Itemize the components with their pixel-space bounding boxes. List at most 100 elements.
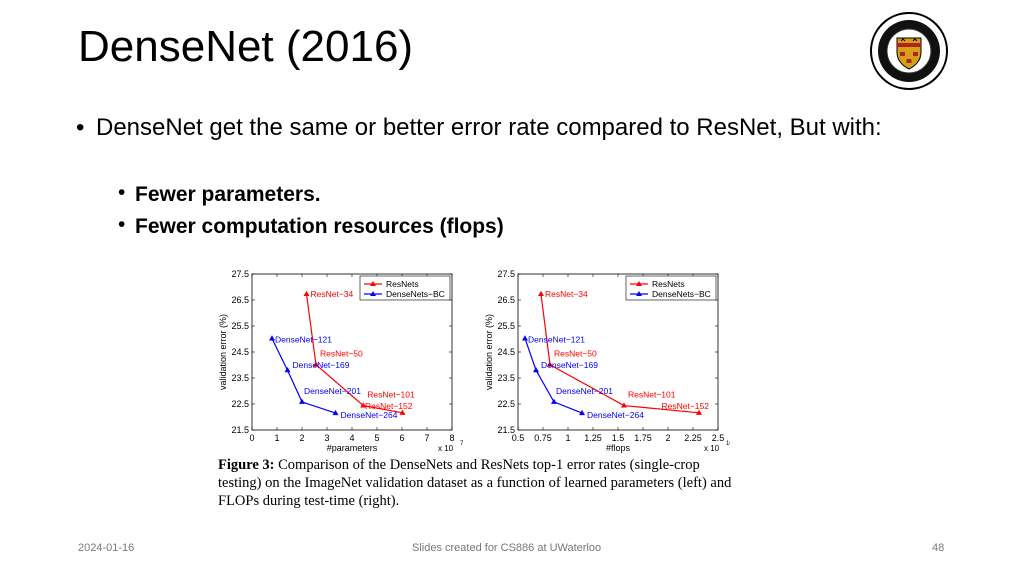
x-tick-label: 5	[374, 433, 379, 443]
page-number: 48	[932, 542, 945, 554]
y-tick-label: 26.5	[497, 295, 515, 305]
footer-date: 2024-01-16	[78, 542, 135, 554]
point-label: ResNet−152	[662, 401, 710, 411]
data-point	[522, 335, 528, 341]
data-point	[313, 361, 319, 367]
sub-bullet-text: Fewer computation resources (flops)	[135, 215, 504, 238]
y-tick-label: 24.5	[497, 347, 515, 357]
series-line	[540, 293, 700, 414]
x-tick-label: 3	[324, 433, 329, 443]
caption-text: Comparison of the DenseNets and ResNets …	[218, 457, 732, 509]
bullet-dot-icon: •	[76, 114, 85, 141]
university-logo	[870, 12, 948, 90]
legend-marker	[370, 281, 376, 286]
x-axis-label: #flops	[606, 443, 631, 453]
x-tick-label: 1.25	[584, 433, 602, 443]
caption-label: Figure 3:	[218, 457, 275, 473]
series-line	[271, 338, 336, 414]
x-tick-label: 2.5	[712, 433, 725, 443]
legend-marker	[636, 281, 642, 286]
footer-center: Slides created for CS886 at UWaterloo	[412, 542, 602, 554]
x-tick-label: 1.75	[634, 433, 652, 443]
figure-caption: Figure 3: Comparison of the DenseNets an…	[218, 456, 738, 510]
point-label: ResNet−101	[367, 390, 415, 400]
chart-flops: 21.522.523.524.525.526.527.50.5 0.75 1 1.25…	[484, 269, 730, 453]
legend-label: ResNets	[652, 279, 685, 289]
legend-marker	[636, 291, 642, 296]
x-exponent-label: x 10	[438, 444, 454, 453]
point-label: DenseNet−264	[341, 410, 398, 420]
point-label: ResNet−34	[311, 289, 354, 299]
data-point	[284, 367, 291, 373]
legend-label: DenseNets−BC	[386, 289, 445, 299]
chart-parameters: 21.522.523.524.525.526.527.50 1 2 3 4 5 6 7 8#pa…	[218, 269, 464, 453]
x-tick-label: 1	[565, 433, 570, 443]
data-point	[533, 367, 539, 373]
x-tick-label: 1.5	[612, 433, 625, 443]
y-axis-label: validation error (%)	[484, 314, 494, 390]
data-point	[299, 398, 305, 404]
bullet-dot-icon: •	[118, 181, 126, 204]
legend-label: DenseNets−BC	[652, 289, 711, 299]
legend-marker	[370, 291, 376, 296]
point-label: DenseNet−201	[304, 386, 361, 396]
point-label: ResNet−152	[365, 401, 413, 411]
bullet-dot-icon: •	[118, 213, 126, 236]
slide-title: DenseNet (2016)	[78, 22, 414, 71]
point-label: DenseNet−264	[587, 410, 644, 420]
x-tick-label: 2	[665, 433, 670, 443]
y-tick-label: 22.5	[231, 399, 249, 409]
x-tick-label: 8	[449, 433, 454, 443]
x-tick-label: 0	[249, 433, 254, 443]
x-axis-label: #parameters	[327, 443, 378, 453]
y-tick-label: 27.5	[231, 269, 249, 279]
x-tick-label: 0.75	[534, 433, 552, 443]
point-label: ResNet−50	[554, 349, 597, 359]
x-exponent-power: 10	[726, 441, 730, 447]
seal-icon	[870, 12, 948, 90]
x-tick-label: 2	[299, 433, 304, 443]
y-axis-label: validation error (%)	[218, 314, 228, 390]
x-tick-label: 1	[274, 433, 279, 443]
x-tick-label: 6	[399, 433, 404, 443]
data-point	[538, 290, 544, 297]
sub-bullet-text: Fewer parameters.	[135, 183, 321, 206]
y-tick-label: 27.5	[497, 269, 515, 279]
data-point	[696, 409, 702, 415]
y-tick-label: 26.5	[231, 295, 249, 305]
y-tick-label: 23.5	[231, 373, 249, 383]
point-label: DenseNet−169	[293, 360, 350, 370]
x-tick-label: 2.25	[684, 433, 702, 443]
point-label: DenseNet−169	[541, 360, 598, 370]
y-tick-label: 21.5	[497, 425, 515, 435]
bullet-main-text: DenseNet get the same or better error ra…	[96, 114, 882, 141]
x-tick-label: 0.5	[512, 433, 525, 443]
data-point	[303, 290, 310, 297]
data-point	[551, 398, 557, 404]
y-tick-label: 23.5	[497, 373, 515, 383]
series-line	[524, 338, 583, 414]
series-line	[305, 293, 403, 414]
y-tick-label: 24.5	[231, 347, 249, 357]
data-point	[621, 402, 627, 408]
point-label: ResNet−50	[320, 349, 363, 359]
data-point	[399, 409, 406, 415]
x-exponent-label: x 10	[704, 444, 720, 453]
data-point	[360, 402, 367, 408]
point-label: DenseNet−121	[275, 334, 332, 344]
point-label: DenseNet−201	[556, 386, 613, 396]
data-point	[579, 409, 585, 416]
legend-label: ResNets	[386, 279, 419, 289]
y-tick-label: 25.5	[497, 321, 515, 331]
point-label: ResNet−101	[628, 390, 676, 400]
y-tick-label: 25.5	[231, 321, 249, 331]
y-tick-label: 22.5	[497, 399, 515, 409]
x-exponent-power: 7	[460, 441, 464, 447]
data-point	[269, 335, 275, 341]
point-label: ResNet−34	[545, 289, 588, 299]
data-point	[332, 409, 339, 416]
data-point	[547, 361, 553, 367]
x-tick-label: 4	[349, 433, 354, 443]
x-tick-label: 7	[424, 433, 429, 443]
y-tick-label: 21.5	[231, 425, 249, 435]
